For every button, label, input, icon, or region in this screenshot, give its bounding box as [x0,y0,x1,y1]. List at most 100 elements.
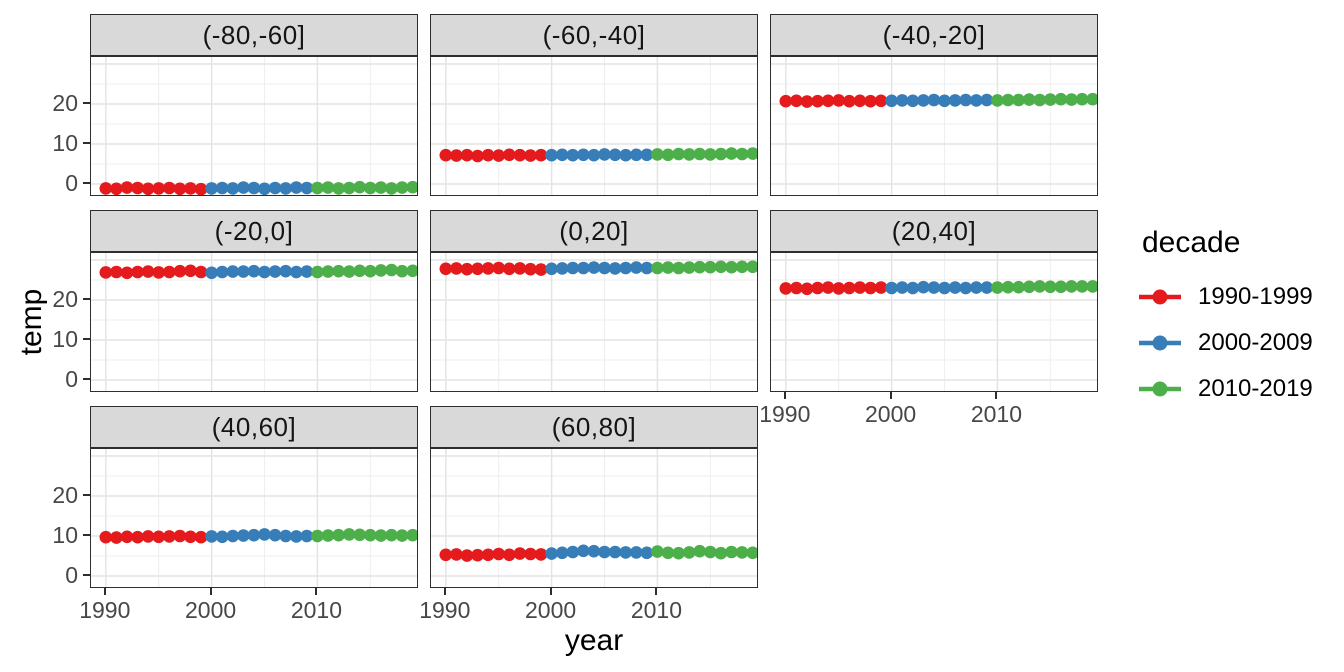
facet-panel [430,252,758,392]
data-point [1033,93,1046,107]
data-point [948,94,962,107]
x-axis-tick [315,588,318,595]
data-point [545,547,558,560]
x-axis-tick [443,588,446,595]
legend-key-icon [1139,289,1181,305]
y-axis-tick [83,142,90,144]
data-point [714,147,728,161]
data-point [779,94,793,108]
legend-key-point [1152,335,1168,351]
data-point [746,260,757,274]
data-point [237,529,250,542]
data-point [746,546,757,560]
data-point [1065,280,1078,293]
data-point [980,93,994,107]
data-point [450,548,463,561]
facet-panel [90,448,418,588]
data-point [1022,280,1036,294]
data-point [374,181,388,194]
facet-panel [770,56,1098,196]
data-point [460,262,474,276]
facet-panel-canvas [431,449,757,587]
data-point [110,182,123,195]
data-point [1012,280,1025,294]
decade-series [651,260,757,275]
facet-strip-label: (-40,-20] [882,19,986,50]
data-point [534,148,548,162]
data-point [471,262,484,276]
data-point [555,546,569,560]
data-point [938,94,951,108]
data-point [1044,280,1057,294]
legend-title: decade [1142,226,1241,259]
data-point [173,182,187,195]
data-point [991,94,1004,107]
decade-series [651,147,757,162]
data-point [524,262,537,276]
data-point [194,265,208,279]
data-point [1054,280,1068,294]
data-point [832,94,845,107]
y-tick-label: 20 [52,286,78,312]
data-point [120,266,134,280]
y-axis-tick [83,102,90,104]
data-point [895,94,909,107]
x-tick-label: 2000 [185,597,237,623]
x-tick-label: 2000 [525,597,577,623]
data-point [545,262,558,276]
data-point [184,182,197,195]
data-point [205,182,218,195]
data-point [513,148,527,162]
data-point [1086,280,1097,293]
decade-series [885,280,994,295]
decade-series [311,528,417,543]
data-point [672,147,685,161]
data-point [906,94,920,108]
data-point [714,260,728,274]
data-point [619,546,632,559]
data-point [693,147,706,161]
data-point [566,545,580,559]
data-point [843,281,856,295]
legend-key-icon [1139,381,1181,397]
data-point [630,261,643,274]
data-point [917,94,930,107]
decade-series [991,92,1097,107]
data-point [492,261,505,275]
facet-strip-label: (0,20] [559,215,629,246]
data-point [513,547,527,560]
data-point [226,182,240,195]
data-point [682,546,696,559]
decade-series [439,261,548,276]
data-point [895,281,909,294]
data-point [268,528,282,542]
data-point [832,282,845,295]
data-point [821,94,835,108]
data-point [215,181,229,195]
data-point [258,182,271,195]
legend-entries: 1990-1999 2000-2009 2010-2019 [1138,274,1313,412]
legend-entry-label: 1990-1999 [1198,283,1313,310]
legend-entry: 1990-1999 [1138,274,1313,320]
facet-strip-label: (-60,-40] [542,19,646,50]
data-point [247,528,261,542]
data-point [342,181,356,195]
y-tick-label: 10 [52,522,78,548]
data-point [395,181,409,194]
decade-series [545,544,654,560]
legend: decade 1990-1999 2000-2009 2010-2019 [1138,226,1313,412]
data-point [1075,280,1089,293]
data-point [864,94,877,108]
data-point [226,529,240,543]
data-point [1001,280,1015,294]
data-point [534,263,548,276]
data-point [279,264,292,278]
facet-strip: (0,20] [430,210,758,252]
y-axis-tick [83,298,90,300]
data-point [152,530,165,544]
data-point [503,262,516,276]
facet-strip-label: (40,60] [211,411,297,442]
data-point [141,182,155,195]
decade-series [545,148,654,162]
data-point [555,148,569,162]
